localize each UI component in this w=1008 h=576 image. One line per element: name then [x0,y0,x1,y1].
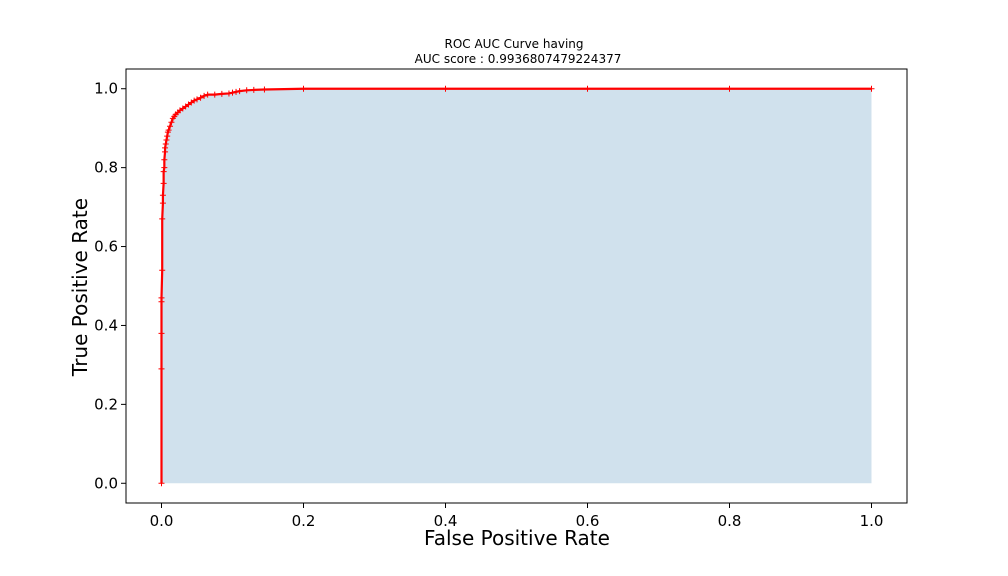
roc-point [167,123,174,130]
roc-point [165,127,172,134]
x-tick-label: 0.4 [434,512,458,530]
roc-point [159,200,166,207]
x-tick-label: 0.2 [292,512,316,530]
roc-point [442,85,449,92]
x-tick-label: 0.0 [150,512,174,530]
y-tick-label: 0.2 [94,395,118,413]
roc-point [204,91,211,98]
roc-point [164,133,171,140]
y-tick-label: 1.0 [94,80,118,98]
chart-title: ROC AUC Curve having [445,37,584,51]
roc-point [159,192,166,199]
y-axis-label: True Positive Rate [68,198,92,377]
roc-point [162,144,169,151]
roc-point [300,85,307,92]
x-tick-label: 0.6 [576,512,600,530]
roc-point [218,90,225,97]
roc-point [250,86,257,93]
y-tick-label: 0.0 [94,474,118,492]
roc-point [201,92,208,99]
y-axis-ticks: 0.0 0.2 0.4 0.6 0.8 1.0 [94,80,126,492]
roc-curve-markers [158,85,875,487]
roc-point [236,88,243,95]
plot-area [125,68,908,504]
roc-point [726,85,733,92]
roc-point [868,85,875,92]
roc-point [229,89,236,96]
y-tick-label: 0.6 [94,238,118,256]
roc-point [158,480,165,487]
roc-point [194,96,200,103]
roc-point [191,97,198,104]
roc-point [158,294,165,301]
y-tick-label: 0.4 [94,316,118,334]
roc-point [159,267,166,274]
roc-point [584,85,591,92]
roc-point [233,88,240,95]
roc-point [160,168,167,175]
roc-point [158,330,165,337]
x-axis-label: False Positive Rate [424,526,610,550]
chart-subtitle: AUC score : 0.9936807479224377 [415,52,622,66]
axes-frame [125,68,908,504]
roc-point [161,164,168,171]
x-axis-ticks: 0.0 0.2 0.4 0.6 0.8 1.0 [150,503,884,530]
roc-point [197,94,204,101]
roc-point [243,87,250,94]
roc-point [163,137,170,144]
roc-point [160,180,167,187]
x-tick-label: 0.8 [718,512,742,530]
roc-point [261,86,268,93]
roc-point [158,365,165,372]
roc-point [211,91,218,98]
roc-point [161,156,168,163]
x-tick-label: 1.0 [860,512,884,530]
roc-point [168,119,175,126]
auc-area-fill [161,88,872,484]
roc-point [225,90,232,97]
roc-point [162,140,169,147]
roc-point [159,215,166,222]
y-tick-label: 0.8 [94,159,118,177]
